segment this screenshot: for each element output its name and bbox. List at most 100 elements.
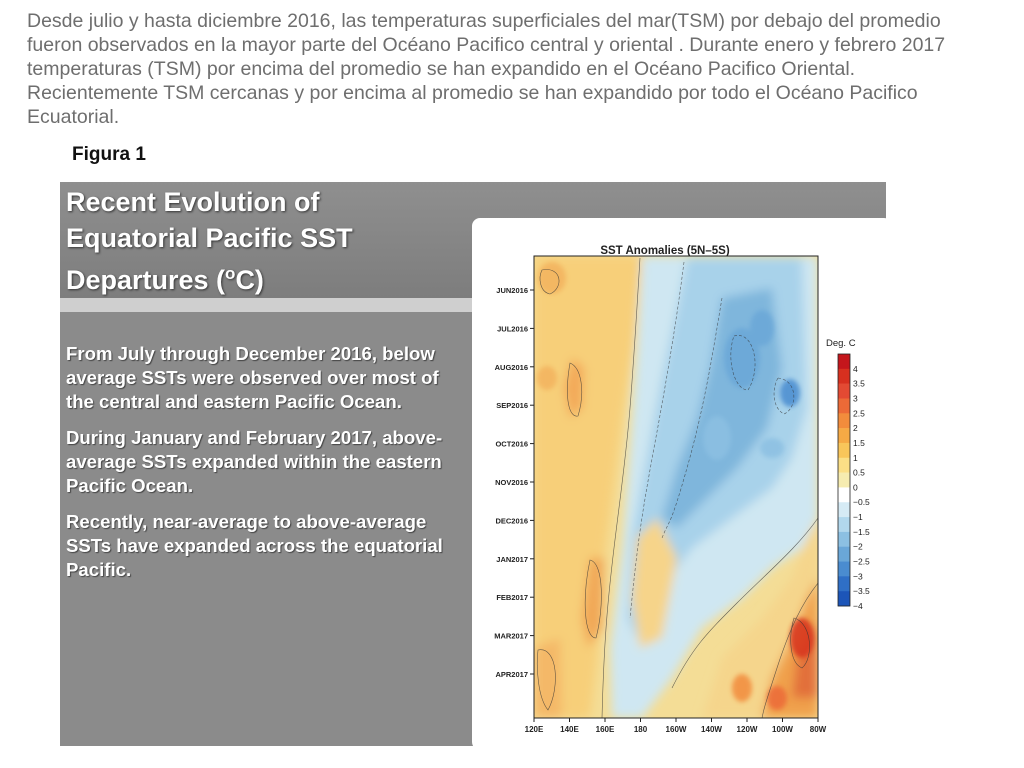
colorbar-swatch [838, 517, 850, 533]
contour-line [761, 582, 818, 718]
cold-blob [750, 310, 774, 346]
colorbar-swatch [838, 472, 850, 488]
colorbar-label: −3 [853, 571, 863, 581]
cold-blob [780, 379, 800, 407]
x-tick-label: 160W [666, 725, 687, 734]
slide-title-units-prefix: Departures ( [66, 265, 226, 295]
slide-title: Recent Evolution of Equatorial Pacific S… [66, 184, 496, 298]
intro-paragraph: Desde julio y hasta diciembre 2016, las … [27, 10, 946, 128]
colorbar-label: 1.5 [853, 438, 865, 448]
warm-blob [767, 686, 787, 710]
warm-blob [538, 262, 566, 294]
slide-body: From July through December 2016, below a… [66, 342, 466, 594]
colorbar-label: 1 [853, 453, 858, 463]
chart-title: SST Anomalies (5N–5S) [600, 245, 729, 257]
contour-line [537, 649, 556, 711]
colorbar-swatch [838, 561, 850, 577]
y-tick-label: MAR2017 [494, 632, 528, 641]
slide-title-line-1: Recent Evolution of [66, 187, 320, 217]
colorbar-label: −0.5 [853, 497, 870, 507]
x-tick-label: 120E [525, 725, 544, 734]
x-tick-label: 120W [737, 725, 758, 734]
colorbar-swatch [838, 368, 850, 384]
colorbar-label: 0.5 [853, 468, 865, 478]
colorbar-swatch [838, 502, 850, 518]
colorbar-swatch [838, 591, 850, 607]
colorbar-label: −2.5 [853, 557, 870, 567]
colorbar: 4 3.5 3 2.5 2 1.5 1 0.5 0 −0.5 −1 −1.5 −2 −2.5 −3 −3.5 −… [837, 353, 870, 611]
colorbar-label: −4 [853, 601, 863, 611]
y-tick-label: AUG2016 [495, 363, 528, 372]
contour-line [661, 297, 723, 539]
x-tick-label: 140W [701, 725, 722, 734]
colorbar-label: 0 [853, 482, 858, 492]
colorbar-swatch [838, 398, 850, 414]
central-warm-streak [632, 518, 677, 648]
colorbar-label: 3.5 [853, 379, 865, 389]
slide-paragraph-1: From July through December 2016, below a… [66, 343, 439, 412]
colorbar-swatch [838, 442, 850, 459]
dateline-warm-patch [534, 638, 562, 718]
colorbar-swatch [838, 457, 850, 473]
slide-title-line-2: Equatorial Pacific SST [66, 223, 353, 253]
y-tick-label: JUL2016 [497, 324, 528, 333]
colorbar-title: Deg. C [826, 338, 856, 349]
anomaly-detail [537, 262, 814, 710]
figure-label: Figura 1 [72, 144, 146, 165]
slide-paragraph-2: During January and February 2017, above-… [66, 427, 443, 496]
y-tick-label: FEB2017 [496, 593, 528, 602]
colorbar-label: 3 [853, 393, 858, 403]
colorbar-label: 2.5 [853, 408, 865, 418]
colorbar-label: −3.5 [853, 586, 870, 596]
warm-blob [790, 618, 814, 658]
colorbar-swatch [838, 428, 850, 444]
colorbar-swatch [838, 354, 850, 370]
warm-pool-region [534, 256, 642, 718]
contour-line [671, 517, 818, 689]
colorbar-label: −1 [853, 512, 863, 522]
colorbar-label: −2 [853, 542, 863, 552]
x-tick-label: 180 [634, 725, 648, 734]
contour-line [539, 269, 560, 295]
cold-blob [760, 438, 784, 458]
sst-anomaly-chart: SST Anomalies (5N–5S) [494, 245, 870, 734]
x-tick-label: 80W [810, 725, 827, 734]
contour-line [773, 377, 795, 415]
colorbar-swatch [838, 531, 850, 548]
warm-blob [732, 674, 752, 702]
slide-paragraph-3: Recently, near-average to above-average … [66, 511, 443, 580]
contour-lines [537, 257, 818, 718]
sst-anomaly-chart-panel: SST Anomalies (5N–5S) [472, 218, 886, 746]
colorbar-swatch [838, 383, 850, 399]
colorbar-swatch [838, 546, 850, 562]
colorbar-label: 2 [853, 423, 858, 433]
warm-blob [537, 366, 557, 390]
contour-line [584, 559, 602, 639]
anomaly-regions [534, 256, 818, 718]
cold-blob [703, 416, 731, 460]
y-tick-label: APR2017 [495, 670, 528, 679]
heatmap-fill [534, 256, 818, 718]
colorbar-frame [837, 353, 851, 607]
y-tick-label: JAN2017 [496, 555, 528, 564]
y-tick-label: NOV2016 [495, 478, 528, 487]
x-tick-label: 100W [772, 725, 793, 734]
y-tick-label: OCT2016 [495, 440, 528, 449]
y-axis: JUN2016 JUL2016 AUG2016 SEP2016 OCT2016 NOV20… [494, 286, 534, 679]
slide-title-line-3: Departures (oC) [66, 256, 496, 298]
contour-line [567, 362, 583, 417]
colorbar-label: −1.5 [853, 527, 870, 537]
degree-superscript: o [225, 264, 236, 283]
western-warm-patch-south [582, 558, 604, 648]
slide-title-units-suffix: C) [235, 265, 264, 295]
colorbar-swatch [838, 576, 850, 592]
contour-line [790, 617, 810, 669]
y-tick-label: JUN2016 [496, 286, 528, 295]
contour-line [730, 335, 756, 391]
x-axis: 120E 140E 160E 180 160W 140W 120W 100W 80W [525, 718, 827, 734]
contour-line [601, 257, 641, 718]
figure-slide: Recent Evolution of Equatorial Pacific S… [60, 182, 886, 746]
colorbar-swatch [838, 413, 850, 429]
x-tick-label: 140E [560, 725, 579, 734]
y-tick-label: DEC2016 [495, 516, 528, 525]
